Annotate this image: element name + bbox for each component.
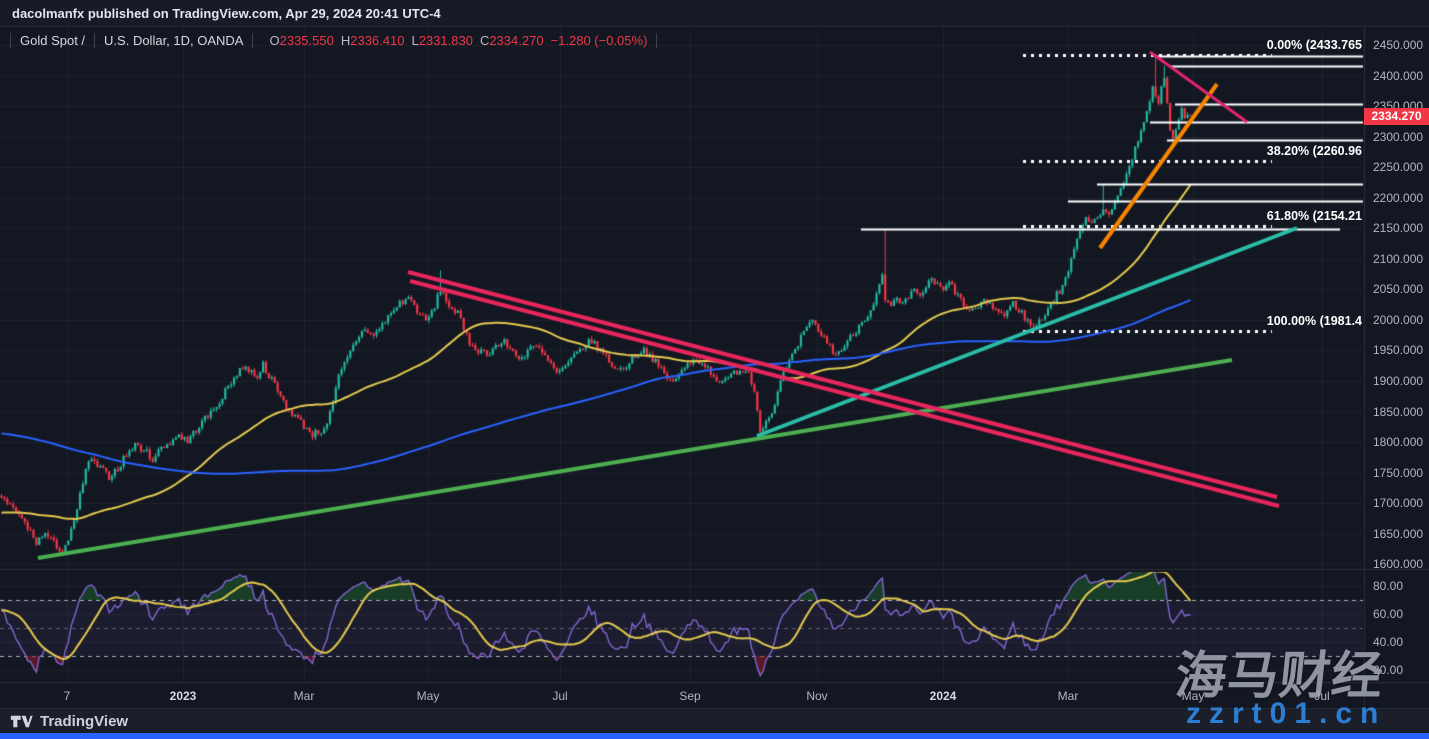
time-tick-label: Sep [679, 689, 701, 703]
fib-level-label: 100.00% (1981.4 [1266, 314, 1362, 329]
price-tick-label: 2050.000 [1373, 282, 1424, 297]
tradingview-logo-text: TradingView [40, 712, 129, 730]
ohlc-key: C [479, 32, 490, 48]
rsi-tick-label: 40.00 [1373, 635, 1404, 649]
ohlc-value: 2335.550 [279, 32, 334, 48]
price-tick-label: 1850.000 [1373, 404, 1424, 419]
price-tick-label: 2000.000 [1373, 312, 1424, 327]
ohlc-value: 2336.410 [350, 32, 405, 48]
watermark-site: zzrt01.cn [1186, 697, 1387, 730]
price-tick-label: 2300.000 [1373, 129, 1424, 144]
ohlc-key: O [269, 32, 280, 48]
price-tick-label: 1700.000 [1373, 496, 1424, 511]
time-tick-label: May [1181, 689, 1205, 703]
published-line: dacolmanfx published on TradingView.com,… [12, 6, 441, 21]
price-tick-label: 2450.000 [1373, 38, 1424, 53]
fib-level-label: 0.00% (2433.765 [1266, 38, 1362, 52]
time-tick-label: Mar [293, 689, 315, 703]
symbol-legend[interactable]: Gold Spot / U.S. Dollar, 1D, OANDA O2335… [10, 31, 658, 49]
time-tick-label: Nov [806, 689, 828, 703]
change-value: −1.280 (−0.05%) [550, 32, 648, 48]
price-tick-label: 1750.000 [1373, 465, 1424, 480]
price-tick-label: 2400.000 [1373, 68, 1424, 83]
time-tick-label: 2023 [169, 689, 197, 703]
price-tick-label: 2100.000 [1373, 251, 1424, 266]
price-tick-label: 1600.000 [1373, 557, 1424, 572]
price-tick-label: 2150.000 [1373, 221, 1424, 236]
price-tick-label: 1650.000 [1373, 526, 1424, 541]
price-tick-label: 1950.000 [1373, 343, 1424, 358]
price-tick-label: 1900.000 [1373, 373, 1424, 388]
time-tick-label: Mar [1057, 689, 1079, 703]
last-price-badge: 2334.270 [1364, 107, 1429, 125]
ohlc-key: H [340, 32, 351, 48]
symbol-details: U.S. Dollar, 1D, OANDA [94, 32, 252, 48]
price-tick-label: 2200.000 [1373, 190, 1424, 205]
rsi-tick-label: 80.00 [1373, 579, 1404, 593]
time-tick-label: May [416, 689, 440, 703]
publish-header: dacolmanfx published on TradingView.com,… [0, 0, 1429, 27]
time-tick-label: Jul [1314, 689, 1330, 703]
ohlc-value: 2334.270 [489, 32, 544, 48]
price-tick-label: 2250.000 [1373, 160, 1424, 175]
ohlc-key: L [411, 32, 419, 48]
symbol-name: Gold Spot / [10, 32, 94, 48]
fib-level-label: 61.80% (2154.21 [1266, 208, 1362, 223]
tradingview-logo[interactable]: TradingView [10, 713, 128, 730]
time-tick-label: Jul [552, 689, 568, 703]
bottom-accent-bar [0, 733, 1429, 739]
rsi-tick-label: 20.00 [1373, 663, 1404, 677]
ohlc-value: 2331.830 [418, 32, 473, 48]
fib-level-label: 38.20% (2260.96 [1266, 143, 1362, 158]
ohlc-values: O2335.550 H2336.410 L2331.830 C2334.270 −1.2… [252, 32, 658, 48]
price-tick-label: 1800.000 [1373, 435, 1424, 450]
rsi-tick-label: 60.00 [1373, 607, 1404, 621]
tradingview-logo-icon [10, 715, 33, 727]
footer-bar: TradingView [0, 708, 1429, 733]
time-tick-label: 2024 [929, 689, 957, 703]
time-tick-label: 7 [63, 689, 71, 703]
